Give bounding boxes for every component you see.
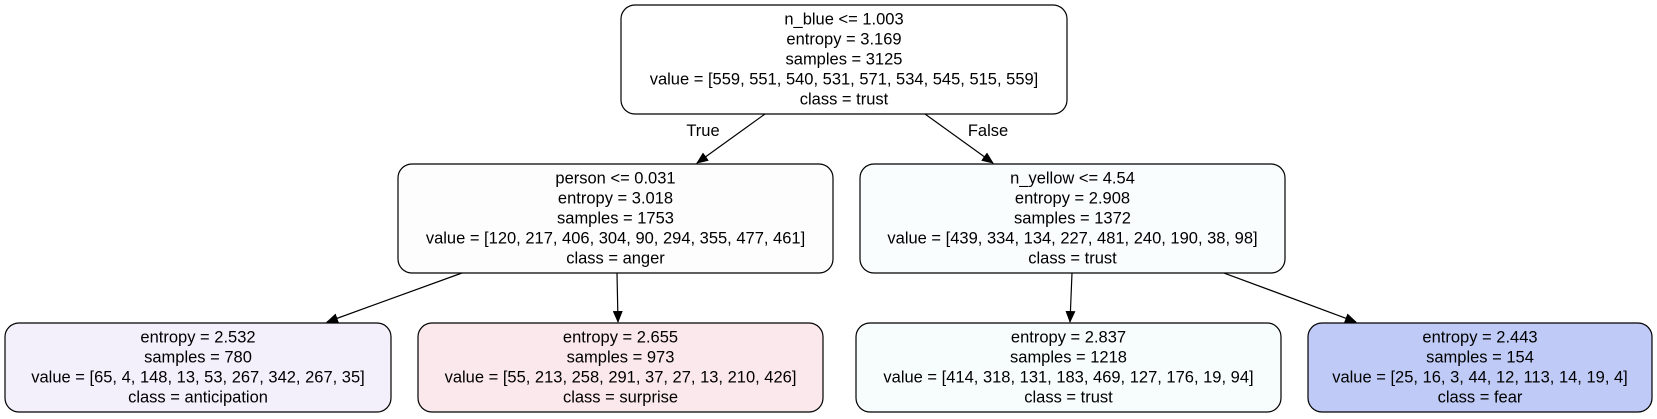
node-line: value = [25, 16, 3, 44, 12, 113, 14, 19,… [1332,369,1628,387]
node-line: class = trust [1028,250,1117,268]
node-line: value = [414, 318, 131, 183, 469, 127, 1… [883,369,1253,387]
node-box [417,322,824,413]
node-line: class = anticipation [128,389,268,407]
node-line: value = [120, 217, 406, 304, 90, 294, 35… [426,230,805,248]
node-line: samples = 1218 [1010,349,1127,367]
node-box [859,163,1286,274]
node-line: class = surprise [563,389,678,407]
edge-label-true: True [686,122,719,140]
node-line: samples = 1372 [1014,210,1131,228]
node-line: entropy = 2.443 [1422,329,1537,347]
edge-root-to-left [696,113,766,164]
node-line: class = trust [1024,389,1113,407]
node-line: person <= 0.031 [555,170,675,188]
tree-node-rl: entropy = 2.837 samples = 1218 value = [41… [855,322,1282,413]
tree-node-rr: entropy = 2.443 samples = 154 value = [25,… [1307,322,1653,413]
node-line: samples = 780 [144,349,252,367]
tree-node-ll: entropy = 2.532 samples = 780 value = [65,… [4,322,392,413]
node-line: entropy = 2.532 [140,329,255,347]
node-box [397,163,834,274]
tree-node-right: n_yellow <= 4.54 entropy = 2.908 samples =… [859,163,1286,274]
edge-root-to-right [924,113,994,164]
node-line: entropy = 2.908 [1015,190,1130,208]
node-line: samples = 973 [567,349,675,367]
tree-node-root: n_blue <= 1.003 entropy = 3.169 samples = … [620,4,1068,115]
node-line: value = [559, 551, 540, 531, 571, 534, 5… [650,71,1039,89]
node-box [620,4,1068,115]
node-line: samples = 1753 [557,210,674,228]
edge-left-to-ll [326,272,463,323]
node-line: entropy = 2.655 [563,329,678,347]
tree-node-left: person <= 0.031 entropy = 3.018 samples = … [397,163,834,274]
edge-label-false: False [968,122,1008,140]
node-line: n_blue <= 1.003 [784,11,903,29]
node-line: entropy = 3.018 [558,190,673,208]
node-line: value = [55, 213, 258, 291, 37, 27, 13, … [445,369,797,387]
node-line: samples = 154 [1426,349,1534,367]
edge-left-to-lr [612,272,623,323]
node-line: class = fear [1438,389,1523,407]
node-line: value = [65, 4, 148, 13, 53, 267, 342, 2… [31,369,364,387]
node-box [1307,322,1653,413]
node-line: class = anger [566,250,665,268]
node-line: samples = 3125 [786,51,903,69]
node-line: class = trust [800,91,889,109]
node-line: n_yellow <= 4.54 [1010,170,1135,188]
node-line: entropy = 2.837 [1011,329,1126,347]
node-box [4,322,392,413]
edge-right-to-rl [1065,272,1076,323]
node-line: entropy = 3.169 [786,31,901,49]
node-box [855,322,1282,413]
edge-right-to-rr [1223,272,1357,323]
node-line: value = [439, 334, 134, 227, 481, 240, 1… [887,230,1257,248]
tree-node-lr: entropy = 2.655 samples = 973 value = [55,… [417,322,824,413]
